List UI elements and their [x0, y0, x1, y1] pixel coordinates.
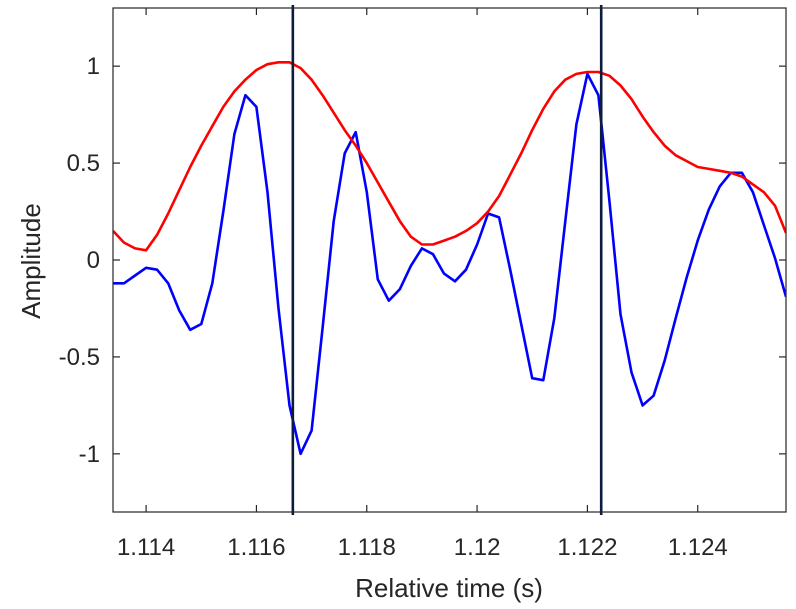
y-axis-title: Amplitude	[16, 203, 46, 319]
y-tick-label: -1	[79, 441, 100, 468]
y-axis: -1 -0.5 0 0.5 1	[59, 53, 786, 468]
plot-area	[112, 5, 787, 515]
axes-box	[112, 7, 787, 513]
y-tick-label: 1	[87, 53, 100, 80]
x-axis: 1.114 1.116 1.118 1.12 1.122 1.124	[117, 8, 728, 561]
y-tick-label: -0.5	[59, 344, 100, 371]
x-axis-title: Relative time (s)	[355, 573, 543, 603]
series-line-1	[113, 72, 786, 456]
x-tick-label: 1.122	[557, 534, 617, 561]
x-tick-label: 1.114	[117, 534, 175, 561]
x-tick-label: 1.116	[227, 534, 285, 561]
series-line-2	[113, 60, 786, 252]
x-tick-label: 1.12	[454, 534, 501, 561]
y-tick-label: 0	[87, 247, 100, 274]
x-tick-label: 1.118	[338, 534, 396, 561]
y-tick-label: 0.5	[67, 150, 100, 177]
x-tick-label: 1.124	[668, 534, 728, 561]
